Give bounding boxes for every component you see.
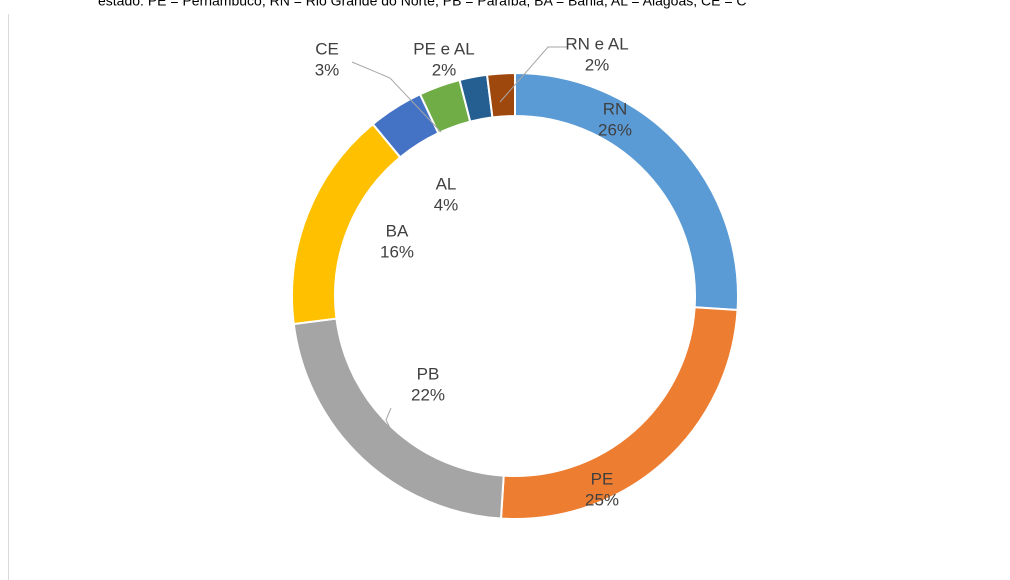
value-label: 2% [585,55,610,74]
value-label: 4% [434,195,459,214]
category-label: AL [436,174,457,193]
category-label: PE e AL [413,39,474,58]
donut-segment [485,71,516,119]
category-label: PB [417,364,440,383]
donut-segment [292,317,505,520]
donut-segment [291,122,402,326]
category-label: CE [315,39,339,58]
value-label: 3% [315,60,340,79]
leader-line [385,407,393,433]
leader-line [351,61,442,133]
category-label: PE [591,469,614,488]
value-label: 2% [432,60,457,79]
category-label: RN e AL [565,34,628,53]
donut-segment [499,306,739,520]
category-label: BA [386,221,409,240]
category-label: RN [603,99,628,118]
leader-line [499,46,567,103]
value-label: 25% [585,490,619,509]
value-label: 16% [380,242,414,261]
caption: estado: PE = Pernambuco, RN = Rio Grande… [98,0,747,9]
value-label: 26% [598,120,632,139]
value-label: 22% [411,385,445,404]
